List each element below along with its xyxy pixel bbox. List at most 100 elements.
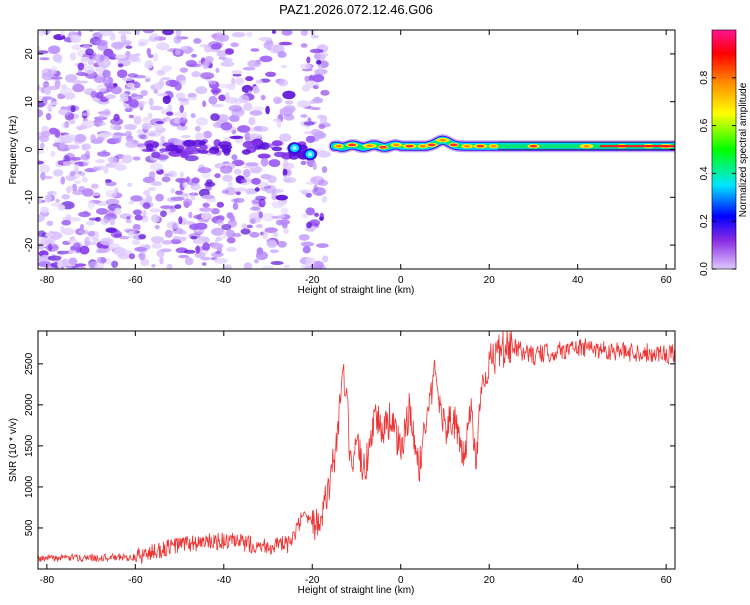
- noise-blob: [310, 35, 320, 39]
- noise-blob: [108, 156, 117, 164]
- noise-blob: [58, 142, 66, 150]
- noise-blob: [320, 52, 329, 57]
- noise-blob: [148, 186, 156, 192]
- noise-blob: [61, 219, 71, 226]
- signal-blob: [292, 146, 297, 151]
- noise-blob: [45, 232, 55, 237]
- noise-blob: [252, 106, 264, 112]
- noise-blob: [141, 215, 149, 223]
- noise-blob: [48, 127, 58, 135]
- noise-blob: [121, 154, 133, 164]
- noise-blob: [243, 169, 251, 178]
- noise-blob: [73, 164, 80, 168]
- noise-blob: [262, 212, 275, 222]
- noise-blob: [283, 228, 289, 234]
- noise-blob: [134, 246, 148, 252]
- noise-blob: [261, 265, 274, 269]
- noise-blob: [161, 240, 173, 245]
- noise-blob: [244, 132, 251, 141]
- noise-blob: [175, 177, 188, 183]
- noise-blob: [38, 261, 52, 268]
- noise-blob: [300, 30, 308, 36]
- noise-blob: [271, 146, 283, 152]
- noise-blob: [255, 79, 263, 84]
- noise-blob: [271, 200, 284, 209]
- noise-blob: [221, 147, 232, 154]
- x-tick-label: 40: [572, 275, 584, 286]
- noise-blob: [255, 224, 263, 229]
- noise-blob: [215, 236, 223, 241]
- noise-blob: [106, 76, 114, 85]
- noise-blob: [113, 113, 120, 122]
- noise-blob: [100, 54, 104, 61]
- noise-blob: [191, 53, 197, 58]
- noise-blob: [73, 266, 87, 269]
- noise-blob: [227, 181, 233, 187]
- noise-blob: [45, 194, 52, 203]
- x-tick-label: -80: [40, 575, 55, 586]
- noise-blob: [313, 184, 318, 193]
- noise-blob: [220, 61, 235, 67]
- noise-blob: [72, 183, 77, 192]
- noise-blob: [300, 160, 307, 166]
- noise-blob: [249, 110, 263, 116]
- noise-blob: [199, 207, 213, 212]
- noise-blob: [215, 67, 220, 73]
- noise-blob: [186, 96, 198, 101]
- noise-blob: [173, 236, 181, 241]
- noise-blob: [312, 74, 325, 83]
- noise-blob: [44, 86, 51, 96]
- noise-blob: [142, 209, 147, 219]
- noise-blob: [180, 135, 191, 139]
- noise-blob: [128, 54, 140, 62]
- noise-blob: [229, 135, 244, 140]
- noise-blob: [250, 48, 260, 52]
- noise-blob: [128, 114, 135, 119]
- noise-blob: [38, 84, 41, 91]
- noise-blob: [270, 261, 284, 265]
- noise-blob: [152, 53, 159, 62]
- noise-blob: [117, 63, 124, 68]
- noise-blob: [99, 111, 105, 119]
- noise-blob: [201, 194, 215, 200]
- noise-blob: [210, 113, 220, 121]
- noise-blob: [61, 122, 70, 129]
- noise-blob: [188, 211, 193, 219]
- noise-blob: [52, 234, 64, 238]
- noise-blob: [255, 251, 268, 261]
- y-tick-label: 2500: [24, 352, 35, 375]
- x-tick-label: -20: [305, 275, 320, 286]
- noise-blob: [305, 135, 316, 143]
- noise-blob: [271, 30, 277, 34]
- noise-blob: [118, 31, 132, 35]
- noise-blob: [38, 109, 44, 118]
- noise-blob: [237, 125, 251, 133]
- noise-blob: [195, 125, 201, 132]
- noise-blob: [138, 234, 147, 240]
- noise-blob: [161, 65, 173, 72]
- noise-blob: [82, 176, 88, 183]
- noise-blob: [195, 245, 201, 254]
- noise-blob: [166, 221, 180, 230]
- noise-blob: [312, 85, 319, 90]
- noise-blob: [214, 173, 221, 179]
- noise-blob: [95, 39, 108, 46]
- signal-hotspot: [393, 143, 400, 147]
- noise-blob: [142, 30, 155, 34]
- noise-blob: [121, 77, 134, 81]
- noise-blob: [170, 238, 182, 245]
- noise-blob: [149, 105, 164, 111]
- noise-blob: [185, 59, 197, 68]
- noise-blob: [87, 201, 95, 210]
- noise-blob: [246, 31, 253, 38]
- noise-blob: [317, 150, 331, 158]
- noise-blob: [305, 192, 312, 198]
- noise-blob: [58, 107, 72, 116]
- spectrogram-x-axis: -80 -60 -40 -20 0 20 40 60: [40, 30, 672, 286]
- noise-blob: [309, 219, 321, 227]
- noise-blob: [38, 46, 42, 50]
- noise-blob: [222, 161, 230, 165]
- noise-blob: [187, 92, 197, 99]
- noise-blob: [105, 189, 118, 198]
- noise-blob: [320, 89, 330, 96]
